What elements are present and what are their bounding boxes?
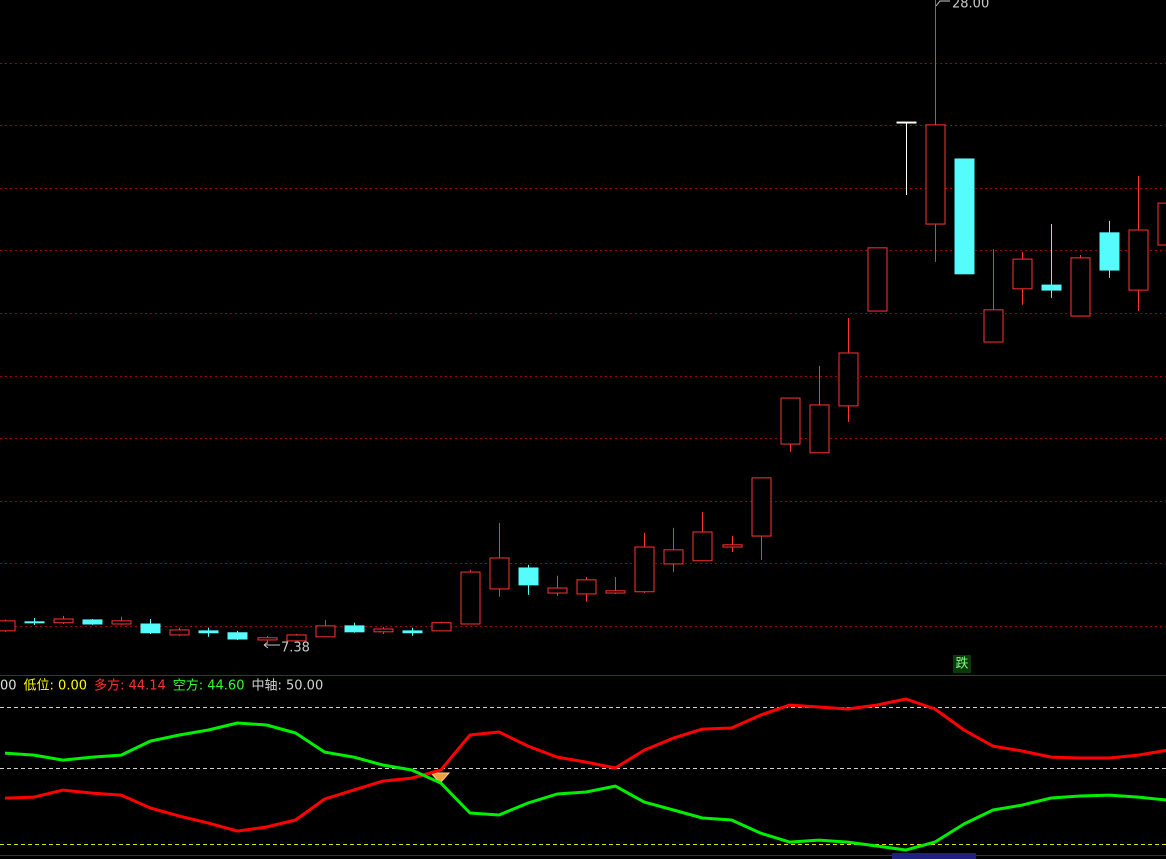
legend-entry: 中轴: 50.00: [251, 679, 323, 694]
candle-body: [1070, 257, 1091, 317]
bottom-box: [892, 853, 976, 859]
candle-body: [402, 630, 423, 634]
candle-body: [983, 309, 1004, 343]
candle-body: [547, 587, 568, 594]
indicator-line: [4, 721, 1166, 852]
candle-body: [460, 571, 481, 625]
candle-body: [576, 579, 597, 595]
candle-body: [751, 477, 772, 537]
candle-body: [140, 623, 161, 634]
candle-body: [53, 618, 74, 624]
legend-entry: 多方: 44.14: [94, 678, 166, 694]
candle-body: [634, 546, 655, 593]
candle-body: [692, 531, 713, 562]
candle-body: [0, 620, 16, 632]
candle-body: [227, 632, 248, 640]
legend-entry: 00: [0, 679, 17, 694]
candle-body: [489, 557, 510, 590]
candle-body: [954, 158, 975, 275]
max-label: 28.00: [952, 0, 989, 12]
candle-body: [82, 619, 103, 625]
candle-body: [373, 628, 394, 633]
candle-body: [431, 622, 452, 632]
candle-body: [838, 352, 859, 407]
candle-body: [925, 124, 946, 225]
candle-body: [286, 634, 307, 642]
candle-body: [169, 629, 190, 636]
candle-body: [867, 247, 888, 312]
candle-body: [1128, 229, 1149, 291]
candle-body: [111, 620, 132, 625]
candle-body: [809, 404, 830, 454]
signal-box: [953, 655, 971, 673]
candle-body: [1157, 202, 1166, 246]
candle-body: [198, 630, 219, 634]
candle-body: [1012, 258, 1033, 290]
candle-body: [518, 567, 539, 586]
candle-body: [257, 637, 278, 641]
signal-icon: [429, 772, 451, 784]
candle-body: [1041, 284, 1062, 291]
max-arrow: [935, 0, 950, 7]
legend-entry: 空方: 44.60: [173, 678, 245, 694]
candle-body: [896, 121, 917, 124]
candle-body: [1099, 232, 1120, 271]
legend-entry: 低位: 0.00: [24, 679, 87, 694]
indicator-line: [4, 697, 1166, 833]
signal-label: 跌: [955, 656, 968, 672]
candle-body: [344, 625, 365, 633]
candle-body: [605, 590, 626, 594]
candle-body: [780, 397, 801, 445]
candle-body: [24, 621, 45, 624]
candle-body: [663, 549, 684, 565]
candle-body: [315, 625, 336, 638]
candle-body: [722, 544, 743, 548]
min-label: 7.38: [281, 641, 310, 656]
